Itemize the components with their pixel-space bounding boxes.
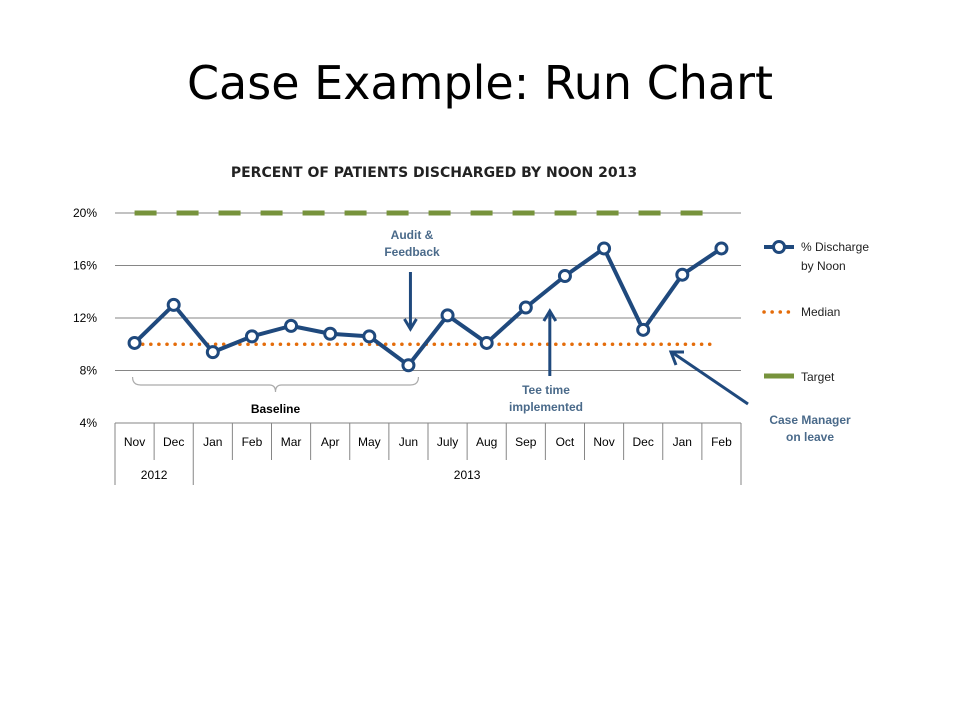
x-tick-label: Jan	[673, 435, 692, 449]
x-tick-label: Oct	[556, 435, 575, 449]
annotations: Audit & Feedback Tee time implemented Case M…	[131, 228, 851, 444]
x-tick-label: Jan	[203, 435, 222, 449]
legend-label-target: Target	[801, 370, 835, 384]
x-tick-label: Feb	[711, 435, 732, 449]
data-point	[205, 345, 220, 360]
annotation-tee-line1: Tee time	[522, 383, 570, 397]
x-tick-label: Dec	[163, 435, 184, 449]
y-tick-label: 20%	[73, 206, 97, 220]
discharge-line	[133, 246, 723, 368]
data-point	[597, 241, 612, 256]
x-tick-label: Apr	[321, 435, 340, 449]
x-tick-label: Aug	[476, 435, 497, 449]
data-point	[323, 326, 338, 341]
annotation-case-arrowhead	[668, 350, 684, 366]
x-tick-label: Dec	[633, 435, 654, 449]
annotation-case-line1: Case Manager	[769, 413, 851, 427]
data-point	[636, 322, 651, 337]
x-tick-label: Nov	[593, 435, 614, 449]
annotation-audit-line1: Audit &	[391, 228, 434, 242]
discharge-series	[127, 241, 729, 373]
legend: % Discharge by Noon Median Target	[762, 240, 869, 384]
x-tick-label: Jun	[399, 435, 418, 449]
baseline-label: Baseline	[251, 402, 301, 416]
data-point	[362, 329, 377, 344]
data-point	[166, 297, 181, 312]
legend-label-median: Median	[801, 305, 840, 319]
legend-marker-discharge	[772, 240, 786, 254]
x-axis: Nov Dec Jan Feb Mar Apr May Jun July Aug Sep Oct Nov…	[114, 423, 742, 485]
data-point	[284, 318, 299, 333]
y-axis: 20% 16% 12% 8% 4%	[73, 206, 97, 430]
annotation-case-arrow	[672, 351, 749, 406]
data-point	[518, 300, 533, 315]
annotation-audit-arrowhead	[403, 318, 418, 332]
x-tick-label: Nov	[124, 435, 145, 449]
x-year-label: 2013	[454, 468, 481, 482]
data-point	[127, 335, 142, 350]
y-tick-label: 4%	[80, 416, 98, 430]
annotation-tee-line2: implemented	[509, 400, 583, 414]
x-tick-label: Feb	[242, 435, 263, 449]
x-tick-label: May	[358, 435, 381, 449]
y-tick-label: 8%	[80, 364, 98, 378]
y-tick-label: 12%	[73, 311, 97, 325]
annotation-case-line2: on leave	[786, 430, 834, 444]
y-tick-label: 16%	[73, 259, 97, 273]
slide-title: Case Example: Run Chart	[186, 56, 774, 110]
data-point	[557, 269, 572, 283]
baseline-brace	[131, 376, 420, 393]
chart-title: PERCENT OF PATIENTS DISCHARGED BY NOON 2…	[231, 165, 637, 181]
annotation-audit-line2: Feedback	[384, 245, 440, 259]
x-tick-label: Sep	[515, 435, 537, 449]
annotation-tee-arrowhead	[542, 308, 558, 322]
data-point	[714, 241, 729, 256]
data-point	[440, 308, 455, 323]
x-tick-label: July	[437, 435, 458, 449]
legend-label-discharge: % Discharge by Noon	[801, 240, 869, 273]
x-tick-label: Mar	[281, 435, 302, 449]
data-point	[479, 335, 494, 350]
data-point	[244, 329, 259, 344]
data-point	[675, 267, 690, 282]
x-year-label: 2012	[141, 468, 168, 482]
data-point	[401, 358, 416, 373]
